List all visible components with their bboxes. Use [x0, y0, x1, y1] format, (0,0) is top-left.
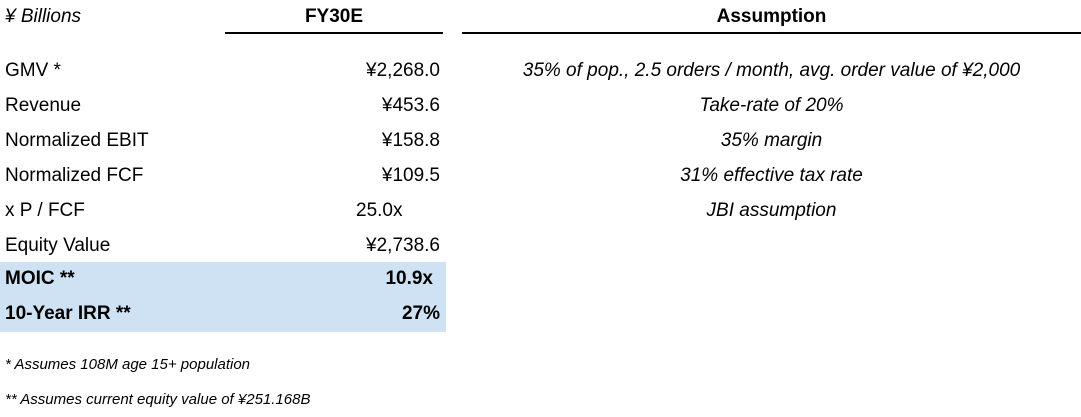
row-assumption-gmv: 35% of pop., 2.5 orders / month, avg. or… [522, 60, 1021, 81]
row-assumption-revenue: Take-rate of 20% [699, 95, 844, 116]
row-value: 10.9x [385, 268, 433, 289]
row-label: Normalized EBIT [5, 130, 149, 151]
row-label: x P / FCF [5, 200, 85, 221]
row-value: ¥158.8 [381, 130, 440, 151]
row-assumption-fcf: 31% effective tax rate [680, 165, 863, 186]
fy30e-header-underline [225, 32, 443, 34]
row-label: GMV * [5, 60, 61, 81]
units-label: ¥ Billions [5, 6, 82, 27]
footnote-gmv: * Assumes 108M age 15+ population [5, 356, 251, 373]
footnote-equity: ** Assumes current equity value of ¥251.… [5, 391, 311, 408]
row-value: ¥109.5 [381, 165, 440, 186]
table-row-p-fcf-multiple: x P / FCF 25.0x [0, 194, 446, 229]
row-value: 27% [401, 303, 440, 324]
table-row-irr: 10-Year IRR ** 27% [0, 297, 446, 332]
table-row-normalized-ebit: Normalized EBIT ¥158.8 [0, 124, 446, 159]
table-row-moic: MOIC ** 10.9x [0, 262, 446, 297]
row-label: MOIC ** [5, 268, 75, 289]
row-label: Equity Value [5, 235, 111, 256]
row-value: 25.0x [356, 200, 403, 221]
table-row-revenue: Revenue ¥453.6 [0, 89, 446, 124]
row-assumption-multiple: JBI assumption [706, 200, 837, 221]
row-assumption-ebit: 35% margin [720, 130, 823, 151]
table-row-gmv: GMV * ¥2,268.0 [0, 54, 446, 89]
row-value: ¥2,738.6 [366, 235, 440, 256]
assumption-column-header: Assumption [716, 6, 827, 27]
row-value: ¥2,268.0 [366, 60, 440, 81]
table-row-equity-value: Equity Value ¥2,738.6 [0, 229, 446, 264]
assumption-header-underline [462, 32, 1081, 34]
row-value: ¥453.6 [381, 95, 440, 116]
fy30e-column-header: FY30E [304, 6, 364, 27]
row-label: Normalized FCF [5, 165, 144, 186]
row-label: Revenue [5, 95, 82, 116]
table-row-normalized-fcf: Normalized FCF ¥109.5 [0, 159, 446, 194]
row-label: 10-Year IRR ** [5, 303, 131, 324]
